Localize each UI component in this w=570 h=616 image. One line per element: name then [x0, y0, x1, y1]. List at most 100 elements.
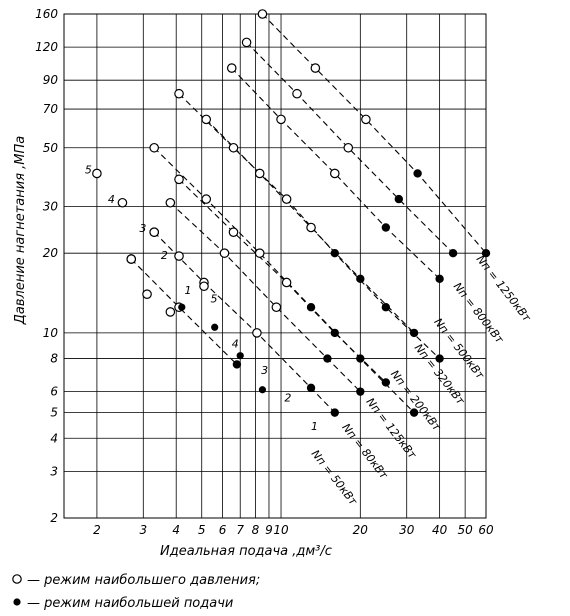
x-tick-label: 7 — [236, 523, 244, 537]
filled-point — [236, 352, 244, 360]
x-tick-label: 3 — [139, 523, 147, 537]
y-tick-label: 8 — [50, 352, 58, 366]
data-points — [92, 9, 491, 417]
open-point — [199, 281, 209, 292]
series-line — [130, 258, 238, 365]
y-tick-label: 90 — [43, 73, 59, 87]
filled-point — [413, 169, 422, 178]
x-tick-label: 4 — [172, 523, 180, 537]
open-point — [254, 248, 265, 258]
filled-point — [356, 387, 365, 396]
open-point — [271, 302, 282, 313]
filled-point — [381, 378, 391, 387]
open-point — [252, 328, 262, 338]
open-point — [310, 63, 321, 73]
open-point — [165, 307, 176, 317]
open-point — [329, 168, 340, 179]
filled-point — [356, 354, 365, 363]
filled-point — [381, 223, 391, 232]
curve-number-label: 4 — [232, 338, 239, 351]
open-point — [228, 142, 239, 153]
open-point — [142, 289, 152, 299]
filled-point — [258, 386, 267, 394]
open-point — [117, 197, 128, 208]
open-point — [201, 114, 212, 125]
power-label: Nп = 50кВт — [309, 447, 360, 508]
open-point — [174, 174, 184, 185]
open-point — [126, 254, 137, 264]
open-point — [92, 168, 102, 179]
y-tick-label: 6 — [50, 385, 58, 399]
curve-number-label: 3 — [261, 364, 268, 377]
curve-number-label: 5 — [85, 163, 92, 176]
filled-point — [435, 354, 444, 363]
y-tick-label: 50 — [43, 141, 59, 155]
filled-point — [409, 328, 419, 338]
curve-number-label: 3 — [139, 222, 146, 235]
power-label: Nп = 80кВт — [339, 421, 390, 482]
open-point — [174, 251, 184, 261]
x-tick-label: 20 — [353, 523, 369, 537]
curve-number-label: 1 — [184, 284, 191, 297]
tick-labels: 2 3 4 5 6 7 8 9 10 20 30 40 50 6023456810203050709012… — [35, 7, 494, 537]
x-tick-label: 8 — [252, 523, 260, 537]
x-tick-label: 50 — [458, 523, 474, 537]
filled-point — [330, 248, 339, 258]
series-line — [178, 93, 440, 359]
filled-point — [356, 274, 365, 284]
open-point — [174, 88, 184, 99]
curve-number-label: 2 — [161, 249, 168, 262]
filled-point — [330, 408, 339, 417]
open-point — [165, 197, 176, 208]
x-tick-label: 6 — [219, 523, 227, 537]
y-tick-label: 3 — [50, 464, 58, 478]
grid — [63, 13, 487, 519]
filled-point — [381, 303, 391, 312]
filled-point — [448, 248, 458, 258]
open-point — [361, 114, 371, 125]
y-axis-title: Давление нагнетания ,МПа — [13, 136, 28, 326]
x-tick-label: 2 — [93, 523, 101, 537]
x-tick-label: 40 — [432, 523, 448, 537]
filled-point — [211, 323, 219, 331]
legend-open-marker — [12, 574, 22, 584]
filled-point — [306, 303, 316, 312]
legend-filled-marker — [13, 598, 21, 606]
y-tick-label: 5 — [50, 406, 58, 420]
filled-point — [435, 274, 444, 284]
filled-point — [409, 408, 419, 417]
y-tick-label: 70 — [43, 102, 59, 116]
open-point — [343, 142, 354, 153]
x-tick-label: 9 — [265, 523, 273, 537]
legend-open-label: — режим наибольшего давления; — [27, 573, 260, 588]
series-line — [246, 42, 454, 254]
open-point — [201, 194, 212, 204]
curve-number-label: 5 — [211, 293, 218, 306]
open-point — [228, 227, 239, 237]
filled-point — [232, 360, 242, 369]
series-lines — [130, 13, 487, 413]
filled-point — [394, 194, 404, 204]
filled-point — [323, 354, 332, 363]
open-point — [226, 63, 237, 73]
y-tick-label: 4 — [50, 431, 58, 445]
series-line — [262, 13, 487, 254]
x-tick-label: 10 — [273, 523, 289, 537]
legend-filled-label: — режим наибольшей подачи — [27, 596, 233, 611]
curve-number-label: 2 — [284, 392, 291, 405]
filled-point — [306, 383, 316, 393]
y-tick-label: 10 — [43, 326, 59, 340]
open-point — [306, 222, 316, 233]
open-point — [257, 9, 268, 19]
y-tick-label: 30 — [43, 200, 59, 214]
filled-point — [178, 303, 186, 311]
open-point — [292, 88, 302, 99]
y-tick-label: 20 — [43, 246, 59, 260]
open-point — [149, 142, 159, 153]
legend: — режим наибольшего давления; — режим на… — [12, 573, 260, 611]
series-line — [153, 147, 415, 413]
filled-point — [330, 328, 339, 338]
open-point — [219, 248, 230, 258]
open-point — [149, 227, 159, 237]
